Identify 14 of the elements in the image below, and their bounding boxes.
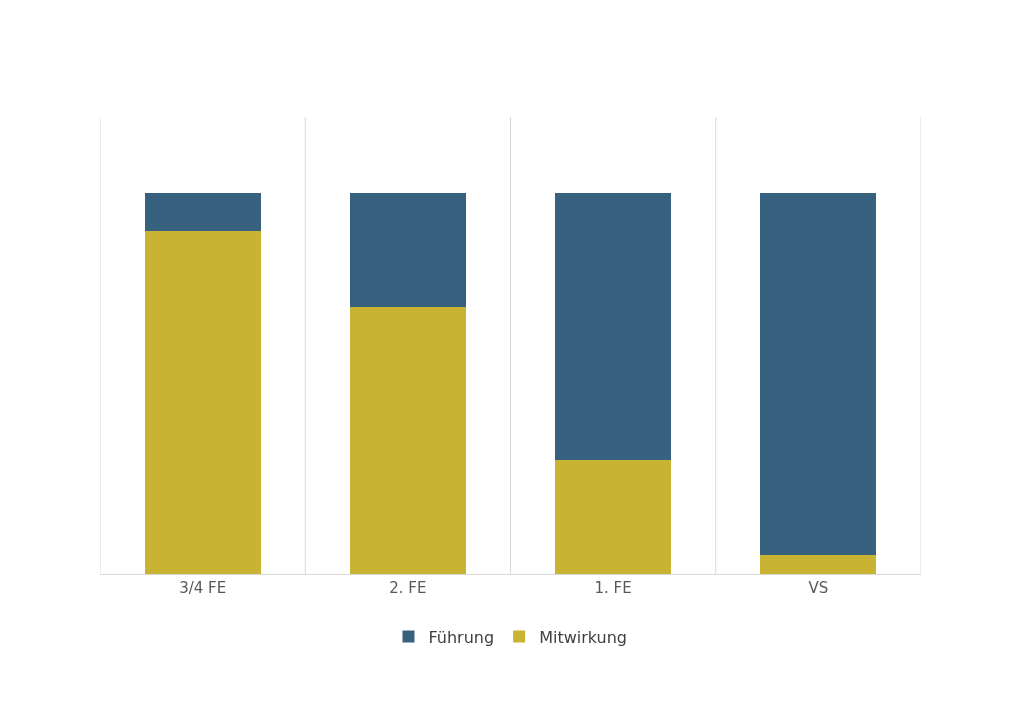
bar <box>555 459 672 574</box>
legend-label: Mitwirkung <box>539 627 627 647</box>
bar <box>555 193 672 460</box>
x-tick-label: 1. FE <box>594 579 632 597</box>
bar <box>760 554 877 574</box>
x-tick-label: VS <box>808 579 829 597</box>
x-tick-label: 2. FE <box>389 579 427 597</box>
bar <box>349 193 466 308</box>
bar <box>349 307 466 574</box>
bar <box>144 231 261 574</box>
bar <box>144 193 261 232</box>
bar <box>760 193 877 555</box>
legend-label: Führung <box>428 627 495 647</box>
x-tick-label: 3/4 FE <box>179 579 227 597</box>
